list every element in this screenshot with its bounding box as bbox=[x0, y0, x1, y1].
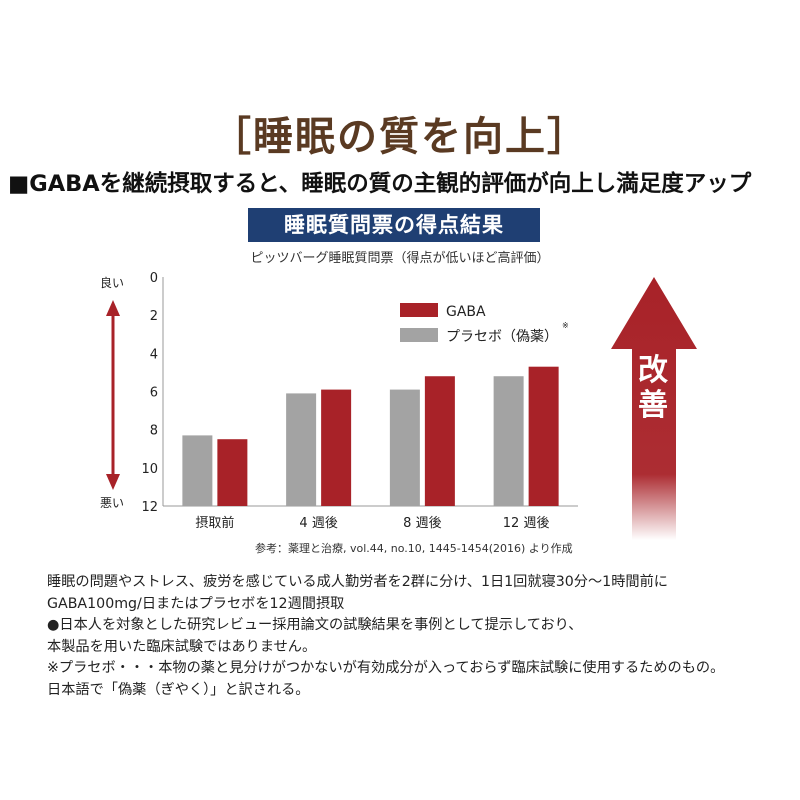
y-tick-label: 8 bbox=[150, 424, 158, 439]
chart-subtitle: ピッツバーグ睡眠質問票（得点が低いほど高評価） bbox=[250, 251, 550, 266]
source-citation: 参考：薬理と治療, vol.44, no.10, 1445-1454(2016)… bbox=[255, 542, 573, 555]
bar-gaba-2 bbox=[424, 376, 455, 506]
legend-mark-placebo: ※ bbox=[562, 321, 569, 330]
note-line: ※プラセボ・・・本物の薬と見分けがつかないが有効成分が入っておらず臨床試験に使用… bbox=[47, 660, 725, 676]
y-tick-label: 4 bbox=[150, 347, 158, 362]
legend-swatch-placebo bbox=[400, 328, 438, 342]
x-tick-label: 4 週後 bbox=[299, 516, 337, 531]
note-line: 睡眠の問題やストレス、疲労を感じている成人勤労者を2群に分け、1日1回就寝30分… bbox=[47, 574, 668, 590]
y-tick-label: 2 bbox=[150, 309, 158, 324]
y-tick-label: 12 bbox=[141, 500, 158, 515]
improvement-arrow-icon bbox=[611, 277, 697, 540]
chart-banner: 睡眠質問票の得点結果 bbox=[248, 208, 540, 242]
headline: ■GABAを継続摂取すると、睡眠の質の主観的評価が向上し満足度アップ bbox=[8, 171, 752, 197]
notes: 睡眠の問題やストレス、疲労を感じている成人勤労者を2群に分け、1日1回就寝30分… bbox=[47, 572, 787, 701]
legend-label-gaba: GABA bbox=[446, 304, 486, 320]
page-title: ［睡眠の質を向上］ bbox=[211, 114, 589, 160]
x-tick-label: 12 週後 bbox=[503, 516, 550, 531]
y-tick-label: 10 bbox=[141, 462, 158, 477]
y-tick-label: 0 bbox=[150, 271, 158, 286]
legend: GABA プラセボ（偽薬） ※ bbox=[400, 303, 569, 345]
note-line: 本製品を用いた臨床試験ではありません。 bbox=[47, 638, 317, 655]
bad-label: 悪い bbox=[100, 496, 125, 510]
bar-gaba-0 bbox=[217, 439, 248, 506]
bar-gaba-3 bbox=[528, 366, 559, 506]
good-bad-arrow-icon bbox=[106, 300, 120, 490]
y-tick-label: 6 bbox=[150, 386, 158, 401]
bar-placebo-1 bbox=[286, 393, 317, 506]
bar-placebo-2 bbox=[389, 389, 420, 506]
good-label: 良い bbox=[100, 276, 125, 290]
improvement-label-2: 善 bbox=[638, 388, 668, 423]
legend-label-placebo: プラセボ（偽薬） bbox=[446, 329, 558, 345]
legend-swatch-gaba bbox=[400, 303, 438, 317]
x-tick-label: 摂取前 bbox=[195, 515, 234, 531]
x-tick-label: 8 週後 bbox=[403, 516, 441, 531]
improvement-label-1: 改 bbox=[638, 353, 668, 388]
bar-gaba-1 bbox=[321, 389, 352, 506]
bar-placebo-3 bbox=[493, 376, 524, 506]
note-line: GABA100mg/日またはプラセボを12週間摂取 bbox=[47, 595, 345, 612]
note-line: ●日本人を対象とした研究レビュー採用論文の試験結果を事例として提示しており、 bbox=[47, 617, 583, 633]
note-line: 日本語で「偽薬（ぎやく）」と訳される。 bbox=[47, 681, 310, 698]
bar-placebo-0 bbox=[182, 435, 213, 506]
